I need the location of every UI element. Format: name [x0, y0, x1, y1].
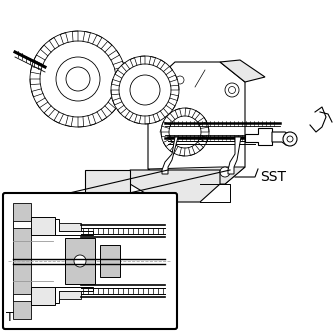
- Circle shape: [40, 41, 116, 117]
- Polygon shape: [148, 167, 245, 184]
- Circle shape: [228, 87, 235, 94]
- Polygon shape: [55, 219, 93, 235]
- Circle shape: [130, 75, 160, 105]
- Polygon shape: [162, 137, 178, 174]
- Polygon shape: [272, 132, 295, 145]
- Circle shape: [287, 136, 293, 142]
- Circle shape: [56, 57, 100, 101]
- Polygon shape: [31, 217, 55, 235]
- Polygon shape: [55, 287, 93, 303]
- Polygon shape: [148, 62, 245, 184]
- Circle shape: [220, 167, 230, 177]
- Polygon shape: [59, 291, 81, 299]
- Polygon shape: [100, 245, 120, 277]
- Polygon shape: [31, 287, 55, 305]
- Polygon shape: [245, 128, 272, 145]
- Circle shape: [283, 132, 297, 146]
- Circle shape: [66, 67, 90, 91]
- Polygon shape: [13, 221, 31, 228]
- Polygon shape: [130, 170, 220, 202]
- FancyBboxPatch shape: [3, 193, 177, 329]
- Polygon shape: [59, 223, 81, 231]
- Polygon shape: [13, 294, 31, 301]
- Circle shape: [161, 108, 209, 156]
- Circle shape: [159, 68, 171, 80]
- Circle shape: [30, 31, 126, 127]
- Text: T: T: [6, 311, 14, 324]
- Circle shape: [225, 83, 239, 97]
- Circle shape: [176, 76, 184, 84]
- Polygon shape: [228, 137, 241, 174]
- Circle shape: [162, 71, 168, 77]
- Polygon shape: [85, 170, 130, 202]
- Polygon shape: [65, 238, 95, 284]
- Circle shape: [74, 255, 86, 267]
- Polygon shape: [220, 60, 265, 82]
- Bar: [13, 203, 31, 319]
- Text: SST: SST: [260, 170, 286, 184]
- Circle shape: [111, 56, 179, 124]
- Circle shape: [119, 64, 171, 116]
- Circle shape: [169, 116, 201, 148]
